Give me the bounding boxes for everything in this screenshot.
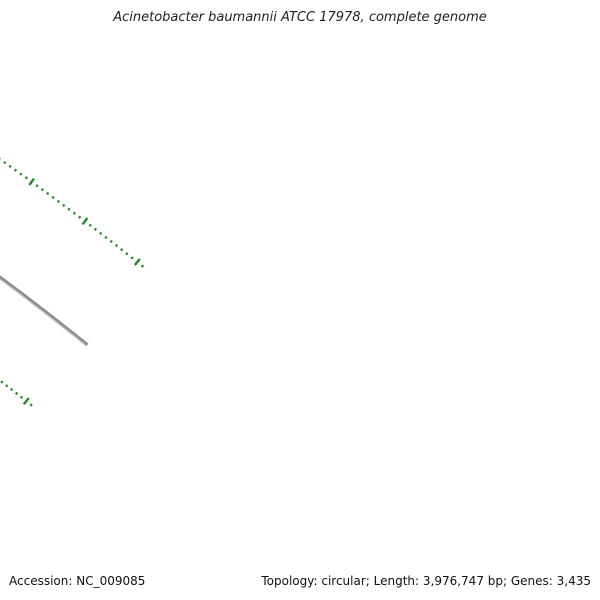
outer-scale-tick	[109, 239, 113, 244]
outer-scale-tick	[62, 203, 66, 207]
outer-scale-tick	[28, 177, 35, 186]
inner-scale-tick	[10, 387, 14, 392]
outer-scale-tick	[19, 172, 23, 176]
map-title: Acinetobacter baumannii ATCC 17978, comp…	[113, 10, 487, 25]
outer-scale-tick	[99, 231, 103, 235]
outer-scale-tick	[133, 258, 141, 266]
outer-scale-tick	[120, 248, 124, 252]
inner-scale-tick	[22, 397, 30, 406]
outer-scale-tick	[140, 264, 145, 268]
genome-summary-text: Topology: circular; Length: 3,976,747 bp…	[261, 574, 591, 588]
outer-scale-tick	[130, 256, 134, 260]
outer-scale-tick	[46, 191, 50, 196]
accession-text: Accession: NC_009085	[9, 574, 146, 588]
outer-scale-tick	[56, 199, 60, 203]
genome-backbone	[0, 275, 89, 347]
inner-scale-tick	[19, 395, 23, 399]
inner-scale-tick	[5, 384, 9, 388]
outer-scale-tick	[114, 243, 119, 248]
outer-scale-tick	[72, 211, 76, 215]
outer-scale-tick	[40, 187, 45, 192]
inner-scale-tick	[14, 391, 19, 396]
outer-scale-tick	[13, 168, 18, 172]
inner-scale-tick	[0, 380, 4, 384]
outer-scale-tick	[51, 195, 55, 200]
outer-scale-tick	[125, 252, 129, 256]
outer-scale-tick	[35, 184, 39, 188]
outer-scale-tick	[104, 235, 108, 240]
outer-scale-tick	[67, 207, 71, 211]
genome-backbone-highlight	[0, 278, 88, 347]
outer-scale-tick	[3, 160, 7, 165]
inner-scale-tick	[29, 403, 33, 407]
outer-scale-tick	[93, 227, 98, 231]
outer-scale-tick	[88, 223, 92, 227]
outer-scale-tick	[8, 164, 12, 168]
outer-scale-tick	[78, 215, 82, 219]
outer-scale-tick	[81, 217, 89, 226]
outer-scale-tick	[24, 176, 28, 180]
